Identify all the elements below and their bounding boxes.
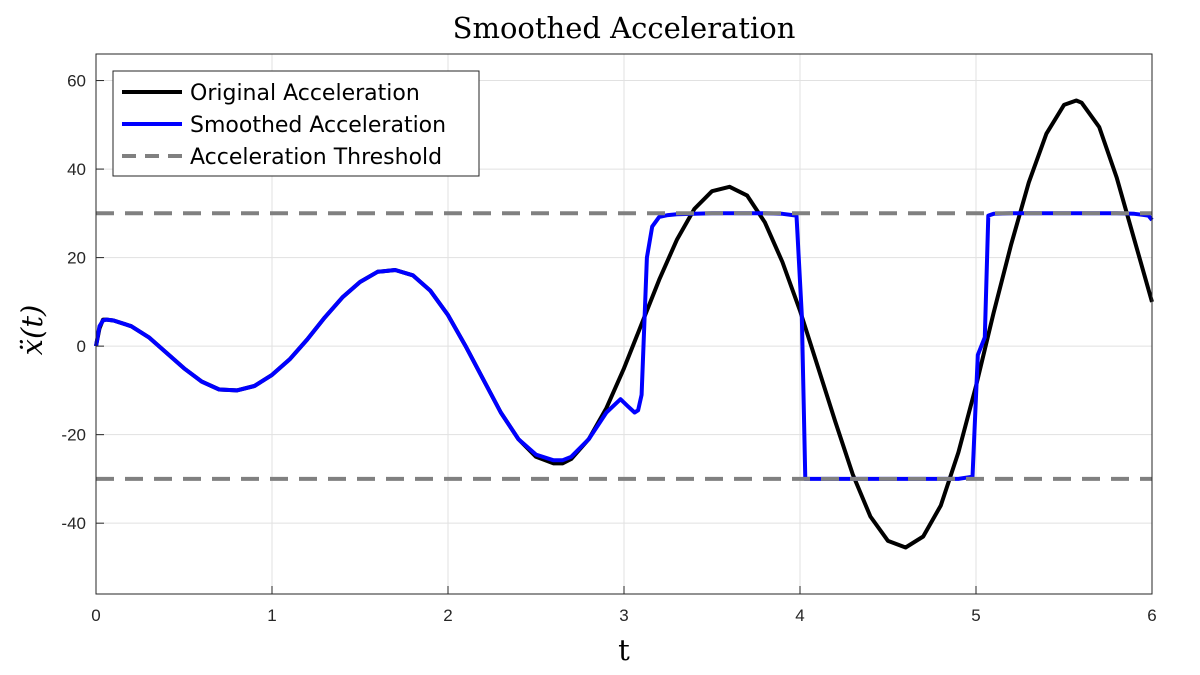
x-tick-label: 4 <box>795 606 804 625</box>
legend-label-original: Original Acceleration <box>190 81 420 106</box>
series-smoothed-acceleration-line <box>94 211 1154 481</box>
ticks <box>95 80 1153 594</box>
chart-title: Smoothed Acceleration <box>453 11 796 45</box>
y-tick-label: 20 <box>67 249 86 268</box>
legend: Original Acceleration Smoothed Accelerat… <box>112 70 480 177</box>
series-group <box>94 98 1154 550</box>
y-tick-label: 40 <box>67 160 86 179</box>
x-tick-label: 0 <box>91 606 100 625</box>
x-tick-label: 3 <box>619 606 628 625</box>
legend-label-smoothed: Smoothed Acceleration <box>190 113 446 138</box>
y-tick-label: 60 <box>67 72 86 91</box>
tick-labels: 0 1 2 3 4 5 6 -40 -20 0 20 40 60 <box>61 72 1156 625</box>
legend-label-threshold: Acceleration Threshold <box>190 145 442 170</box>
x-axis-label: t <box>618 633 630 667</box>
x-tick-label: 1 <box>267 606 276 625</box>
x-tick-label: 2 <box>443 606 452 625</box>
x-tick-label: 6 <box>1147 606 1156 625</box>
y-tick-label: -20 <box>61 426 86 445</box>
x-tick-label: 5 <box>971 606 980 625</box>
y-tick-label: -40 <box>61 514 86 533</box>
y-axis-label: ẍ(t) <box>15 305 49 356</box>
y-tick-label: 0 <box>77 337 86 356</box>
